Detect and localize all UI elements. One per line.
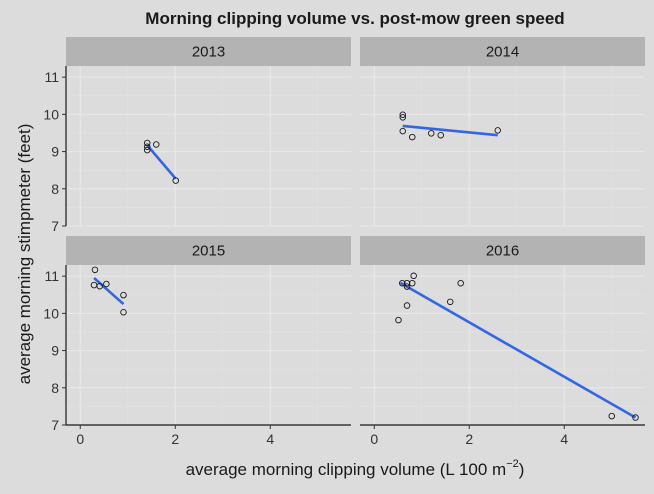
x-tick-label: 4 [266, 431, 274, 447]
y-tick-label: 10 [43, 106, 59, 122]
panel-background [66, 265, 351, 425]
regression-line [146, 144, 177, 180]
y-tick-label: 7 [51, 218, 59, 234]
facet-strip [66, 37, 351, 66]
panel-background [360, 66, 645, 226]
x-tick-label: 0 [76, 431, 84, 447]
y-tick-label: 11 [44, 268, 59, 284]
data-point [457, 279, 464, 287]
y-tick-label: 9 [51, 343, 59, 359]
data-point [399, 114, 407, 121]
x-axis-title-superscript: −2 [506, 458, 519, 470]
y-tick-label: 10 [43, 305, 59, 321]
panel-2015: 2015 7 8 9 10 11 0 2 4 [43, 236, 351, 447]
panel-background [360, 265, 645, 425]
data-point [172, 177, 179, 184]
data-point [494, 127, 502, 134]
y-tick-label: 9 [51, 144, 59, 160]
data-point [608, 412, 616, 420]
panel-2016: 2016 0 2 4 [360, 236, 645, 447]
facet-label: 2015 [192, 243, 225, 260]
facet-label: 2013 [192, 44, 225, 61]
data-point [399, 111, 407, 118]
regression-line [93, 277, 125, 306]
panel-2014: 2014 [360, 37, 645, 227]
x-tick-label: 2 [465, 431, 473, 447]
y-axis-title: average morning stimpmeter (feet) [15, 124, 34, 385]
panel-2013: 2013 7 8 9 10 11 [43, 37, 351, 234]
y-tick-label: 8 [51, 380, 59, 396]
data-point [395, 316, 402, 324]
x-tick-label: 0 [370, 431, 378, 447]
x-tick-label: 2 [171, 431, 179, 447]
y-tick-label: 7 [51, 417, 59, 433]
y-tick-label: 8 [51, 181, 59, 197]
data-point [403, 302, 411, 309]
facet-label: 2016 [486, 243, 519, 260]
data-point [632, 414, 639, 421]
data-point [409, 133, 416, 141]
x-axis-title-end: ) [519, 460, 525, 479]
data-point [91, 266, 99, 274]
data-point [143, 146, 151, 154]
data-point [120, 291, 127, 299]
regression-line [399, 281, 637, 419]
facet-strip [360, 236, 645, 265]
data-point [437, 131, 445, 139]
data-point [399, 279, 406, 287]
x-tick-label: 4 [560, 431, 568, 447]
data-point [152, 141, 160, 148]
data-point [399, 127, 407, 135]
data-point [120, 309, 127, 316]
panel-background [66, 66, 351, 226]
facet-strip [66, 236, 351, 265]
x-axis-title-text: average morning clipping volume (L 100 m [186, 460, 507, 479]
facet-label: 2014 [486, 44, 519, 61]
data-point [143, 139, 151, 147]
y-tick-label: 11 [44, 69, 59, 85]
data-point [403, 283, 411, 290]
data-point [410, 272, 417, 280]
x-axis-title: average morning clipping volume (L 100 m… [186, 458, 525, 479]
data-point [103, 280, 110, 288]
data-point [409, 279, 416, 287]
regression-line [402, 124, 498, 137]
data-point [428, 130, 435, 137]
facet-strip [360, 37, 645, 66]
data-point [96, 282, 103, 290]
data-point [447, 298, 454, 306]
data-point [143, 143, 151, 150]
chart-title: Morning clipping volume vs. post-mow gre… [145, 9, 564, 28]
